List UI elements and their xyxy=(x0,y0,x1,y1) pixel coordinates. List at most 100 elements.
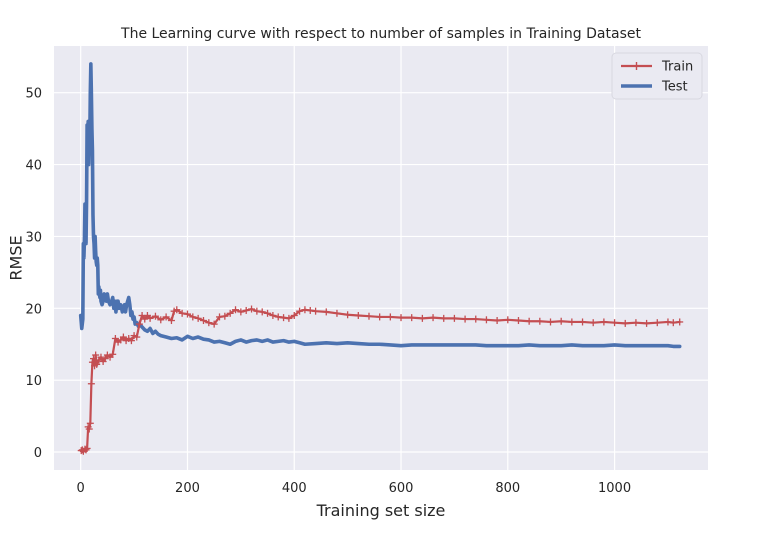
train-point xyxy=(376,313,384,321)
train-point xyxy=(133,333,141,341)
x-tick-label: 0 xyxy=(77,481,85,496)
train-point xyxy=(525,317,533,325)
train-point xyxy=(536,317,544,325)
train-point xyxy=(97,353,105,361)
x-axis-label: Training set size xyxy=(316,501,446,520)
train-point xyxy=(135,320,143,328)
train-point xyxy=(248,305,256,313)
series-lines xyxy=(77,62,684,455)
train-point xyxy=(264,309,272,317)
train-point xyxy=(354,311,362,319)
y-tick-label: 0 xyxy=(34,446,42,461)
train-point xyxy=(568,318,576,326)
train-point xyxy=(183,310,191,318)
train-point xyxy=(397,314,405,322)
train-point xyxy=(146,314,154,322)
y-tick-label: 40 xyxy=(25,159,42,174)
train-point xyxy=(547,318,555,326)
test-series-line xyxy=(78,62,682,349)
y-tick-label: 10 xyxy=(25,374,42,389)
train-point xyxy=(440,314,448,322)
chart-title: The Learning curve with respect to numbe… xyxy=(120,26,641,42)
train-point xyxy=(669,319,677,327)
train-point xyxy=(232,306,240,314)
train-point xyxy=(87,380,95,388)
train-point xyxy=(653,319,661,327)
train-point xyxy=(205,319,213,327)
train-point xyxy=(290,311,298,319)
train-point xyxy=(83,444,91,452)
train-point xyxy=(253,307,261,315)
train-point xyxy=(557,317,565,325)
train-point xyxy=(611,319,619,327)
train-point xyxy=(450,314,458,322)
train-point xyxy=(82,446,90,454)
train-point xyxy=(173,306,181,314)
train-point xyxy=(93,360,101,368)
y-tick-label: 30 xyxy=(25,230,42,245)
train-point xyxy=(242,306,250,314)
train-point xyxy=(119,333,127,341)
train-point xyxy=(408,314,416,322)
train-point xyxy=(285,314,293,322)
train-point xyxy=(301,306,309,314)
train-point xyxy=(86,419,94,427)
x-tick-labels: 0 200 400 600 800 1000 xyxy=(77,481,632,496)
train-point xyxy=(429,314,437,322)
y-axis-label: RMSE xyxy=(7,235,26,280)
train-point xyxy=(365,312,373,320)
train-point xyxy=(386,313,394,321)
train-point xyxy=(88,358,96,366)
train-point xyxy=(109,350,117,358)
train-point xyxy=(210,320,218,328)
train-point xyxy=(127,337,135,345)
train-point xyxy=(333,309,341,317)
train-point xyxy=(493,317,501,325)
train-point xyxy=(237,308,245,316)
train-point xyxy=(472,315,480,323)
train-point xyxy=(344,311,352,319)
train-point xyxy=(579,318,587,326)
train-point xyxy=(312,307,320,315)
legend: Train Test xyxy=(611,52,703,100)
train-point xyxy=(85,425,93,433)
train-point xyxy=(92,351,100,359)
train-point xyxy=(199,317,207,325)
train-point xyxy=(482,316,490,324)
y-tick-label: 50 xyxy=(25,87,42,102)
train-point xyxy=(306,306,314,314)
x-tick-label: 400 xyxy=(282,481,307,496)
grid-lines xyxy=(54,46,708,470)
legend-train-label: Train xyxy=(661,60,693,75)
x-tick-label: 600 xyxy=(389,481,414,496)
train-point xyxy=(664,318,672,326)
train-point xyxy=(676,318,684,326)
train-point xyxy=(101,355,109,363)
train-point xyxy=(280,314,288,322)
train-point xyxy=(600,318,608,326)
train-point xyxy=(167,317,175,325)
train-point xyxy=(162,313,170,321)
y-tick-label: 20 xyxy=(25,302,42,317)
train-point xyxy=(621,319,629,327)
x-tick-label: 1000 xyxy=(598,481,631,496)
train-point xyxy=(514,317,522,325)
train-point xyxy=(189,313,197,321)
train-point xyxy=(216,313,224,321)
x-tick-label: 800 xyxy=(495,481,520,496)
train-point xyxy=(589,319,597,327)
train-point xyxy=(90,355,98,363)
train-point xyxy=(504,316,512,324)
x-tick-label: 200 xyxy=(175,481,200,496)
train-point xyxy=(178,309,186,317)
train-point xyxy=(269,311,277,319)
train-point xyxy=(322,308,330,316)
y-tick-labels: 0 10 20 30 40 50 xyxy=(25,87,42,461)
train-point xyxy=(461,315,469,323)
train-point xyxy=(226,309,234,317)
train-point xyxy=(141,315,149,323)
train-point xyxy=(296,307,304,315)
train-point xyxy=(632,319,640,327)
legend-test-label: Test xyxy=(661,80,688,95)
